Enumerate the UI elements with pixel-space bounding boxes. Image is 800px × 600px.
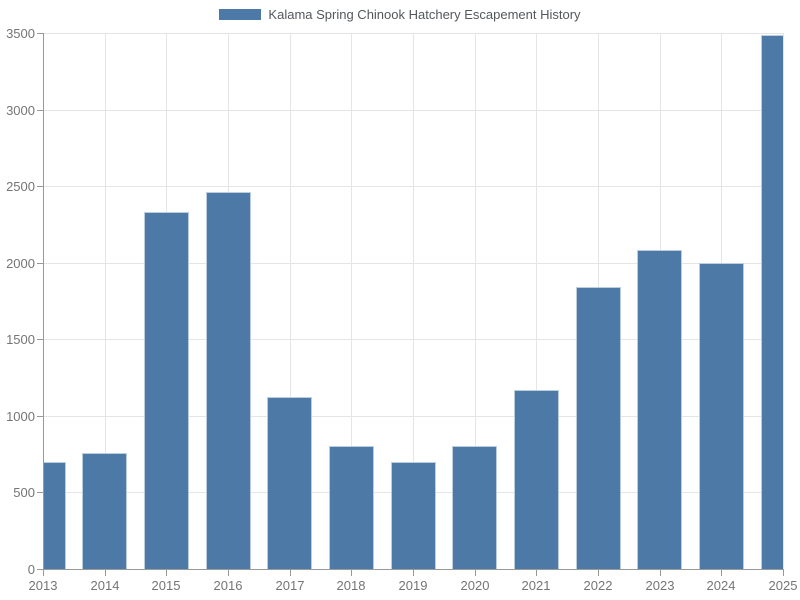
x-tick-label: 2020 [460,578,490,593]
x-tick-mark [351,570,352,576]
y-tick-label: 2500 [6,179,35,194]
x-tick-label: 2018 [336,578,366,593]
x-tick-label: 2016 [213,578,243,593]
y-tick-mark [37,339,43,340]
bar-2023[interactable] [637,250,682,569]
bar-2013[interactable] [43,462,66,569]
x-tick-label: 2023 [645,578,675,593]
y-tick-mark [37,569,43,570]
y-tick-mark [37,263,43,264]
y-tick-label: 2000 [6,256,35,271]
bar-2015[interactable] [144,212,189,569]
legend-swatch [219,9,262,20]
bar-2016[interactable] [206,192,251,569]
x-grid-line [536,33,537,569]
bars-clip-region [43,33,783,569]
x-grid-line [413,33,414,569]
y-tick-mark [37,492,43,493]
y-grid-line [43,186,783,187]
y-tick-label: 3500 [6,26,35,41]
x-tick-mark [166,570,167,576]
y-tick-label: 500 [13,485,35,500]
bar-2024[interactable] [699,263,744,569]
x-tick-label: 2015 [151,578,181,593]
y-tick-label: 1000 [6,409,35,424]
x-grid-line [105,33,106,569]
bar-2022[interactable] [576,287,621,569]
y-grid-line [43,339,783,340]
x-tick-label: 2014 [90,578,120,593]
bar-2025[interactable] [761,35,783,569]
bar-2017[interactable] [267,397,312,569]
bar-2020[interactable] [452,446,497,569]
x-tick-label: 2017 [275,578,305,593]
x-grid-line [783,33,784,569]
chart-legend[interactable]: Kalama Spring Chinook Hatchery Escapemen… [0,7,800,22]
x-tick-mark [290,570,291,576]
y-tick-mark [37,33,43,34]
x-tick-mark [413,570,414,576]
bar-2019[interactable] [391,462,436,569]
x-grid-line [475,33,476,569]
x-grid-line [351,33,352,569]
x-tick-mark [660,570,661,576]
y-axis-line [43,33,44,570]
y-grid-line [43,263,783,264]
y-tick-label: 1500 [6,332,35,347]
bar-2021[interactable] [514,390,559,569]
y-grid-line [43,416,783,417]
x-tick-label: 2024 [706,578,736,593]
x-tick-mark [536,570,537,576]
x-tick-mark [475,570,476,576]
legend-label: Kalama Spring Chinook Hatchery Escapemen… [268,7,581,22]
x-tick-label: 2021 [521,578,551,593]
y-grid-line [43,33,783,34]
y-tick-mark [37,186,43,187]
bar-2018[interactable] [329,446,374,569]
x-tick-label: 2025 [768,578,798,593]
x-tick-mark [105,570,106,576]
y-tick-label: 3000 [6,103,35,118]
x-tick-mark [228,570,229,576]
y-tick-mark [37,110,43,111]
bar-2014[interactable] [82,453,127,569]
x-tick-mark [721,570,722,576]
x-tick-mark [598,570,599,576]
y-tick-mark [37,416,43,417]
y-tick-label: 0 [27,562,35,577]
y-grid-line [43,110,783,111]
x-tick-label: 2022 [583,578,613,593]
x-tick-mark [43,570,44,576]
x-tick-mark [783,570,784,576]
x-axis-line [43,569,784,570]
x-grid-line [290,33,291,569]
x-tick-label: 2013 [28,578,58,593]
x-tick-label: 2019 [398,578,428,593]
